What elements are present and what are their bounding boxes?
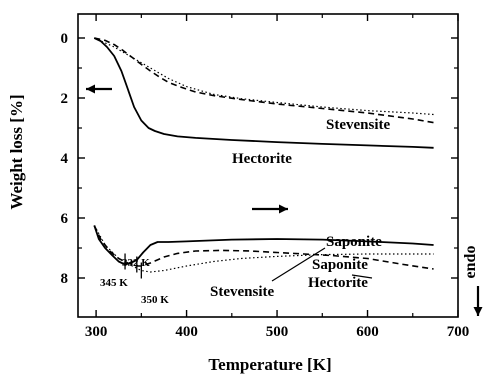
weight-loss-line-hectorite	[94, 37, 434, 124]
endo-arrow	[473, 286, 483, 316]
series-label-hectorite: Hectorite	[232, 151, 292, 167]
x-tick-label: 600	[356, 324, 379, 340]
x-tick-label: 700	[447, 324, 470, 340]
x-tick-label: 400	[175, 324, 198, 340]
y-tick-label: 0	[61, 31, 69, 47]
y-axis-title: Weight loss [%]	[7, 94, 26, 209]
weight-loss-line-stevensite	[94, 37, 434, 116]
series-label-hectorite: Hectorite	[308, 275, 368, 291]
weight-loss-line-saponite	[93, 37, 434, 149]
peak-label: 345 K	[100, 277, 128, 289]
dta-axis-arrow-head	[279, 204, 288, 214]
dta-axis-arrow	[252, 204, 288, 214]
peak-label: 332 K	[122, 257, 150, 269]
x-tick-label: 500	[266, 324, 289, 340]
plot-frame	[77, 13, 459, 318]
endo-arrow-head	[473, 307, 483, 316]
x-tick-label: 300	[85, 324, 108, 340]
series-label-saponite: Saponite	[312, 257, 368, 273]
y-tick-label: 8	[61, 271, 69, 287]
x-tick-labels: 300 400 500 600 700	[85, 324, 469, 340]
tga-axis-arrow-head	[86, 84, 95, 94]
tga-axis-arrow	[86, 84, 112, 94]
peak-label: 350 K	[141, 294, 169, 306]
leader-line-hectorite	[351, 274, 373, 279]
series-label-saponite: Saponite	[326, 234, 382, 250]
y-tick-label: 4	[61, 151, 69, 167]
series-label-stevensite: Stevensite	[326, 117, 390, 133]
x-axis-title: Temperature [K]	[208, 355, 331, 374]
series-labels: Saponite Hectorite Stevensite Saponite Hecto…	[210, 117, 390, 300]
leader-line-stevensite	[271, 247, 326, 282]
dta-line-stevensite	[93, 225, 434, 273]
annotations: 332 K 345 K 350 K	[100, 253, 169, 306]
plot-border	[77, 13, 459, 318]
series-label-stevensite: Stevensite	[210, 284, 274, 300]
y-tick-labels: 0 2 4 6 8	[61, 31, 69, 287]
endo-label: endo	[462, 246, 479, 279]
direction-arrows	[86, 84, 483, 316]
dta-line-saponite	[93, 225, 434, 266]
y-tick-label: 2	[61, 91, 69, 107]
series-lines	[93, 37, 434, 273]
y-tick-label: 6	[61, 211, 69, 227]
axis-ticks	[78, 14, 459, 317]
